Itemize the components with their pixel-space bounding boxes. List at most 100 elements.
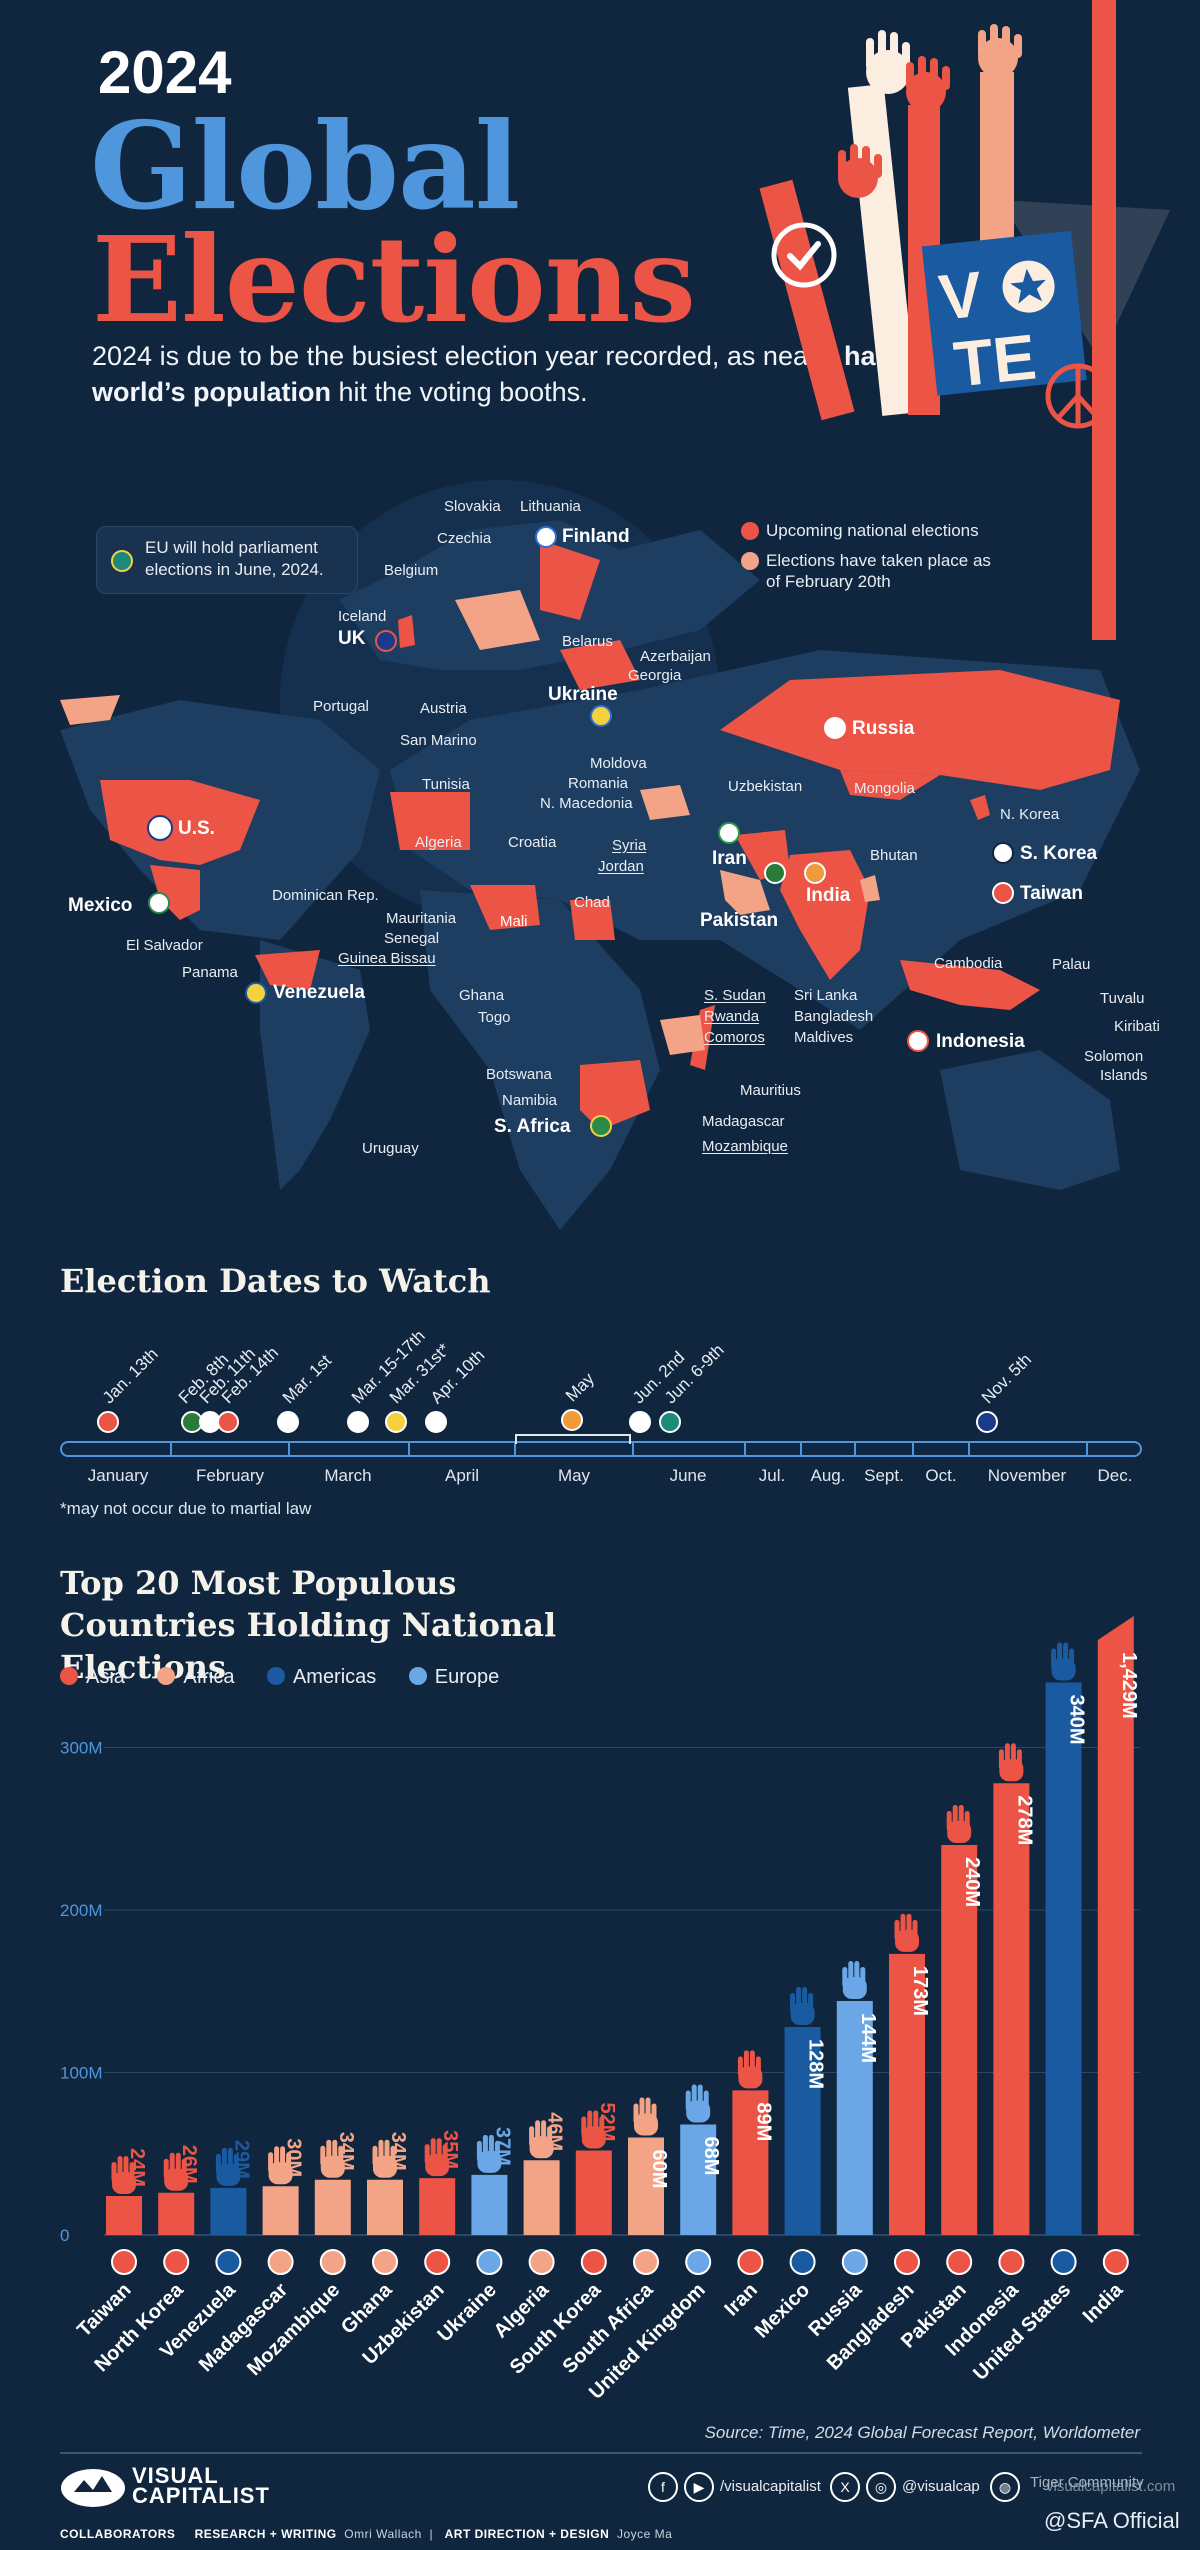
timeline-month-may: May <box>557 1466 591 1485</box>
bar-value-label: 24M <box>126 2148 148 2187</box>
instagram-icon[interactable]: ◎ <box>866 2472 896 2502</box>
category-label: South Korea <box>506 2278 606 2378</box>
raised-hand-icon <box>685 2084 711 2123</box>
collaborators-label: COLLABORATORS <box>60 2527 176 2541</box>
raised-hand-icon <box>737 2050 763 2089</box>
map-label-tuvalu: Tuvalu <box>1100 990 1145 1007</box>
web-globe-icon[interactable]: ◍ <box>990 2472 1020 2502</box>
bar <box>106 2196 142 2235</box>
map-label-chad: Chad <box>574 894 610 911</box>
country-flag-icon <box>946 2249 973 2275</box>
legend-americas-dot <box>266 1667 285 1685</box>
timeline-month-feb: February <box>195 1466 265 1485</box>
hand-finger <box>215 2153 221 2174</box>
map-label-jordan: Jordan <box>598 858 644 875</box>
legend-europe-label: Europe <box>434 1666 500 1688</box>
hand-finger <box>894 1919 900 1940</box>
raised-hand-icon <box>842 1961 867 1999</box>
x-twitter-icon[interactable]: X <box>830 2472 860 2502</box>
category-label: Mexico <box>751 2279 815 2343</box>
hand-finger <box>854 1961 860 1981</box>
bar <box>680 2124 717 2235</box>
watermark-sfa-official: @SFA Official <box>1044 2508 1180 2533</box>
hand-finger <box>378 2139 384 2160</box>
map-label-s-sudan: S. Sudan <box>704 987 766 1004</box>
uk-flag-icon <box>375 630 397 652</box>
bar-value-label: 60M <box>648 2150 670 2189</box>
map-label-portugal: Portugal <box>313 698 369 715</box>
category-label: India <box>1079 2278 1128 2327</box>
social-website[interactable]: visualcapitalist.com <box>1046 2478 1176 2495</box>
legend-upcoming-dot <box>741 522 759 540</box>
taiwan-flag-icon <box>992 882 1014 904</box>
header-year: 2024 <box>98 39 232 106</box>
map-greenland-area <box>60 695 120 725</box>
hand-finger <box>442 2144 448 2165</box>
hand-finger <box>1069 1648 1075 1669</box>
bar <box>993 1783 1030 2235</box>
map-mexico <box>150 865 200 920</box>
us-flag-icon <box>147 815 173 841</box>
timeline-footnote: *may not occur due to martial law <box>60 1499 312 1518</box>
bar <box>523 2160 560 2235</box>
map-ukraine <box>560 640 640 690</box>
hand-finger <box>268 2152 274 2173</box>
research-label: RESEARCH + WRITING <box>194 2527 337 2541</box>
map-label-cambodia: Cambodia <box>934 955 1003 972</box>
map-label-san-marino: San Marino <box>400 732 477 749</box>
map-label-mongolia: Mongolia <box>854 780 915 797</box>
map-label-sri-lanka: Sri Lanka <box>794 987 858 1004</box>
country-flag-icon <box>111 2249 137 2275</box>
world-map-shapes <box>60 480 1140 1230</box>
hand-finger <box>633 2103 639 2124</box>
social-handle-visualcapitalist[interactable]: /visualcapitalist <box>720 2478 821 2495</box>
hand-finger <box>221 2147 227 2168</box>
hand-finger <box>535 2120 541 2141</box>
map-label-solomon-islands-line2: Islands <box>1100 1067 1148 1084</box>
country-flag-icon <box>894 2249 920 2275</box>
map-azerbaijan <box>640 785 690 820</box>
timeline-month-jul: Jul. <box>758 1466 786 1485</box>
map-india <box>780 850 870 980</box>
timeline-month-aug: Aug. <box>810 1466 846 1485</box>
bar <box>732 2090 769 2235</box>
bar-value-label: 52M <box>596 2103 618 2142</box>
y-tick-label: 0 <box>60 2226 69 2245</box>
hand-finger <box>645 2097 651 2118</box>
bar <box>628 2137 664 2235</box>
map-label-india: India <box>806 885 851 906</box>
bar-value-label: 26M <box>178 2145 200 2184</box>
bar <box>889 1953 925 2235</box>
hand-finger <box>808 1993 814 2013</box>
timeline-title: Election Dates to Watch <box>60 1262 491 1300</box>
bar-break-cap <box>1097 1616 1134 1640</box>
map-label-guinea-bissau: Guinea Bissau <box>338 950 436 967</box>
hand-finger <box>529 2126 535 2147</box>
hand-finger <box>384 2139 390 2160</box>
map-label-austria: Austria <box>420 700 467 717</box>
country-flag-icon <box>841 2249 868 2275</box>
map-south-africa <box>580 1060 650 1130</box>
bar-value-label: 340M <box>1066 1695 1088 1745</box>
bar <box>575 2150 612 2235</box>
facebook-icon[interactable]: f <box>648 2472 678 2502</box>
country-flag-icon <box>476 2249 503 2275</box>
timeline-divider <box>288 1443 290 1455</box>
map-mozambique <box>660 1015 705 1055</box>
timeline-divider <box>514 1443 516 1455</box>
youtube-icon[interactable]: ▶ <box>684 2472 714 2502</box>
map-finland <box>540 540 600 620</box>
map-label-belgium: Belgium <box>384 562 439 579</box>
social-handle-visualcap[interactable]: @visualcap <box>902 2478 980 2495</box>
vote-letter-v: V <box>936 258 986 334</box>
hand-finger <box>123 2156 129 2176</box>
country-flag-icon <box>163 2249 190 2275</box>
hand-finger <box>372 2145 378 2166</box>
raised-hand-icon <box>320 2139 345 2178</box>
hand-finger <box>338 2145 344 2166</box>
hand-finger <box>1057 1642 1063 1663</box>
hand-finger <box>952 1805 958 1825</box>
hand-finger <box>848 1961 854 1981</box>
map-usa <box>100 780 260 865</box>
hand-finger <box>547 2126 553 2147</box>
